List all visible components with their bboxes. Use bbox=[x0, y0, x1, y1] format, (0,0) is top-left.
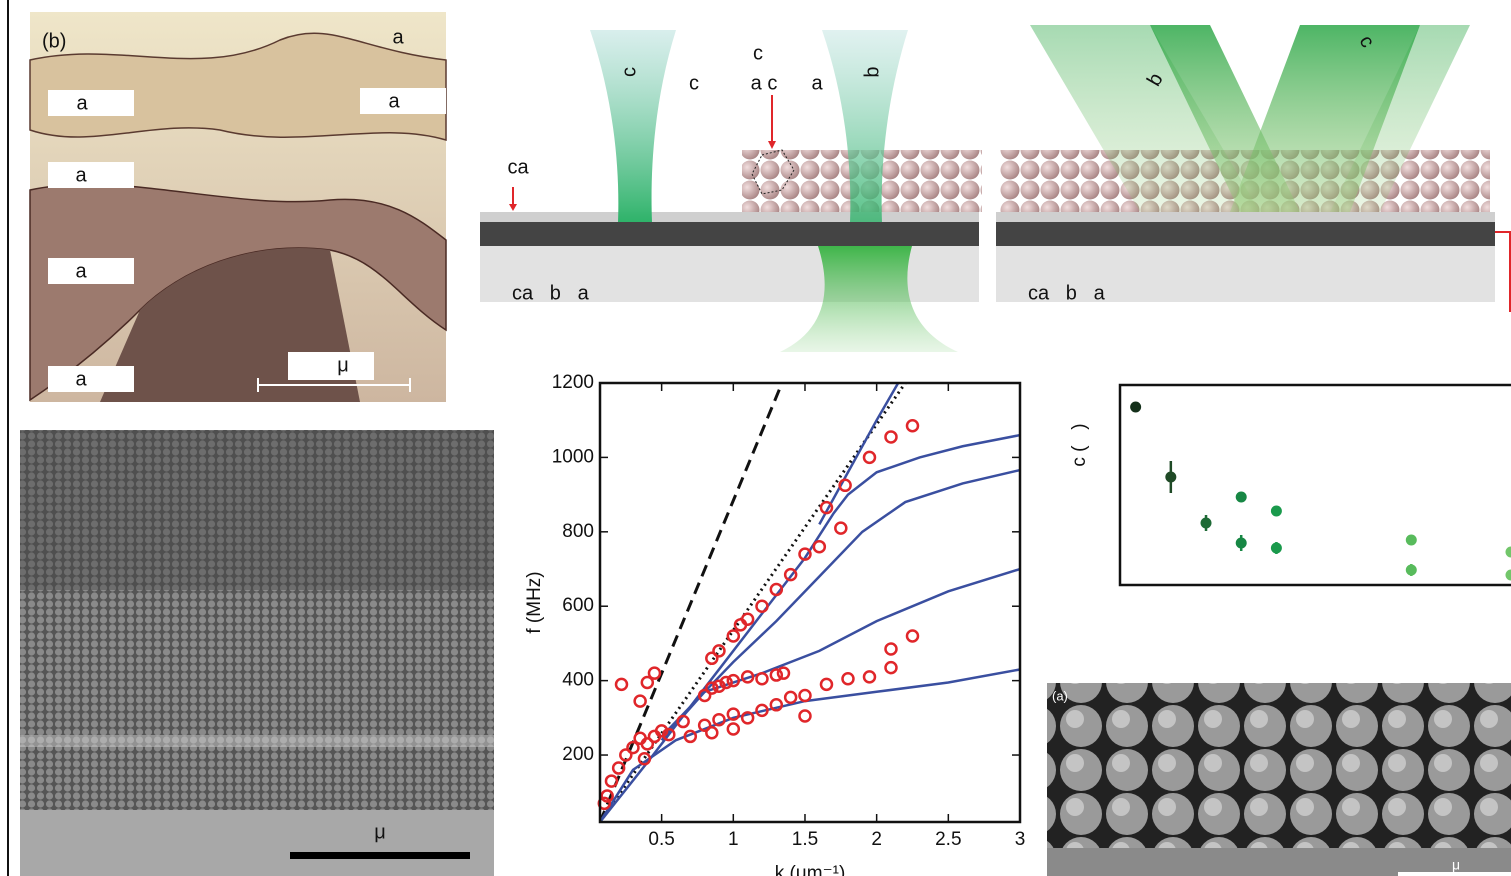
x-tick-label: 2 bbox=[871, 829, 882, 850]
sem-image: μ bbox=[20, 430, 494, 876]
y-axis-label: f (MHz) bbox=[524, 571, 545, 633]
optical-image: (b) a a a a a a μ bbox=[30, 12, 446, 402]
arrow bbox=[509, 204, 517, 211]
layer bbox=[996, 212, 1495, 222]
data-point bbox=[1506, 570, 1511, 581]
x-tick-label: 2.5 bbox=[935, 829, 961, 850]
label: a bbox=[75, 368, 87, 390]
frame bbox=[1120, 385, 1511, 585]
y-tick-label: 800 bbox=[562, 521, 594, 542]
panel-label: (a) bbox=[1052, 688, 1068, 703]
scale-bar bbox=[290, 852, 470, 859]
data-point bbox=[1406, 535, 1417, 546]
image-bg bbox=[1047, 683, 1511, 876]
label-box bbox=[48, 90, 134, 116]
label-box bbox=[48, 162, 134, 188]
label: a bbox=[76, 92, 88, 114]
panel-label: (b) bbox=[42, 30, 66, 52]
data-point bbox=[1271, 506, 1282, 517]
label: a bbox=[388, 90, 400, 112]
label: a bbox=[75, 164, 87, 186]
label: a bbox=[75, 260, 87, 282]
label: a bbox=[811, 72, 823, 94]
x-axis-label: k (μm⁻¹) bbox=[775, 863, 846, 876]
scale-label: μ bbox=[374, 821, 386, 843]
beam bbox=[590, 30, 676, 222]
x-tick-label: 1 bbox=[728, 829, 739, 850]
x-tick-label: 1.5 bbox=[792, 829, 818, 850]
label: a c bbox=[751, 72, 778, 94]
data-point bbox=[1406, 565, 1417, 576]
label-box bbox=[360, 88, 446, 114]
y-tick-label: 1200 bbox=[552, 372, 594, 393]
label: a bbox=[392, 26, 404, 48]
sem-image: (a) μ bbox=[1047, 683, 1511, 876]
y-tick-label: 600 bbox=[562, 595, 594, 616]
data-point bbox=[1271, 543, 1282, 554]
x-tick-label: 0.5 bbox=[648, 829, 674, 850]
substrate bbox=[20, 810, 494, 876]
label: ca bbox=[507, 156, 529, 178]
data-point bbox=[1236, 492, 1247, 503]
layer bbox=[480, 222, 979, 246]
label-box bbox=[48, 366, 134, 392]
label: c bbox=[753, 42, 763, 64]
scale-bar bbox=[1398, 872, 1511, 876]
beam-label: b bbox=[861, 66, 883, 77]
data-point bbox=[1236, 538, 1247, 549]
label: ca b a bbox=[512, 282, 590, 304]
data-point bbox=[1506, 547, 1511, 558]
label: c bbox=[689, 72, 699, 94]
beam-label: c bbox=[618, 67, 640, 77]
layer bbox=[480, 212, 979, 222]
diagram-right: b c ca b a bbox=[996, 25, 1511, 312]
data-point bbox=[1130, 402, 1141, 413]
x-tick-label: 3 bbox=[1015, 829, 1026, 850]
data-point bbox=[1165, 472, 1176, 483]
y-axis-label: c ( ) bbox=[1069, 423, 1090, 466]
y-tick-label: 1000 bbox=[552, 446, 594, 467]
data-point bbox=[1201, 518, 1212, 529]
shade bbox=[20, 430, 494, 590]
scale-label: μ bbox=[337, 354, 349, 376]
label-box bbox=[48, 258, 134, 284]
label: ca b a bbox=[1028, 282, 1106, 304]
y-tick-label: 400 bbox=[562, 670, 594, 691]
arrow bbox=[768, 141, 776, 149]
y-tick-label: 200 bbox=[562, 744, 594, 765]
substrate bbox=[1047, 848, 1511, 876]
figure: (b) a a a a a a μ μ c c c a c a b ca ca … bbox=[0, 0, 1511, 876]
scale-label: μ bbox=[1452, 857, 1460, 873]
diagram-left: c c c a c a b ca ca b a bbox=[480, 30, 982, 352]
bright-row bbox=[20, 735, 494, 747]
layer bbox=[996, 222, 1495, 246]
label-box bbox=[288, 352, 374, 380]
